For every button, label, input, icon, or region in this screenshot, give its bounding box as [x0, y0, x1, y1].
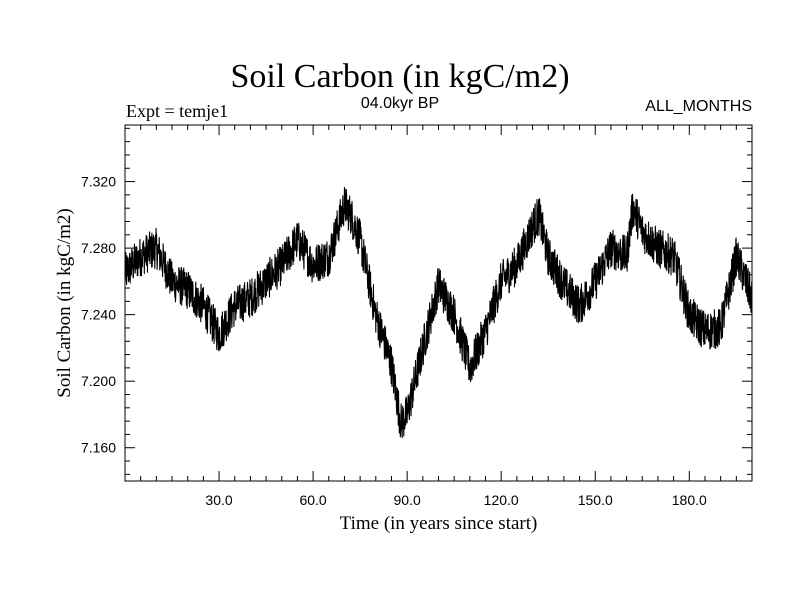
x-tick-label: 120.0: [484, 492, 519, 508]
y-tick-label: 7.280: [81, 240, 116, 256]
y-tick-label: 7.200: [81, 373, 116, 389]
experiment-label: Expt = temje1: [126, 101, 229, 121]
series-line: [124, 186, 753, 439]
y-tick-label: 7.160: [81, 440, 116, 456]
y-tick-label: 7.320: [81, 174, 116, 190]
series-layer: [124, 186, 753, 439]
axes-layer: 30.0 60.0 90.0 120.0 150.0 180.0 7.160 7.200 7.2…: [81, 125, 752, 508]
period-label: 04.0kyr BP: [360, 95, 440, 112]
x-tick-label: 150.0: [578, 492, 613, 508]
y-axis-label: Soil Carbon (in kgC/m2): [54, 208, 75, 397]
x-tick-label: 180.0: [672, 492, 707, 508]
x-axis-label: Time (in years since start): [340, 513, 538, 534]
months-label: ALL_MONTHS: [645, 98, 752, 115]
y-tick-label: 7.240: [81, 307, 116, 323]
x-tick-label: 30.0: [205, 492, 232, 508]
chart-title: Soil Carbon (in kgC/m2): [230, 58, 570, 95]
x-tick-label: 60.0: [299, 492, 326, 508]
x-tick-label: 90.0: [394, 492, 421, 508]
plot-frame: [124, 124, 753, 482]
